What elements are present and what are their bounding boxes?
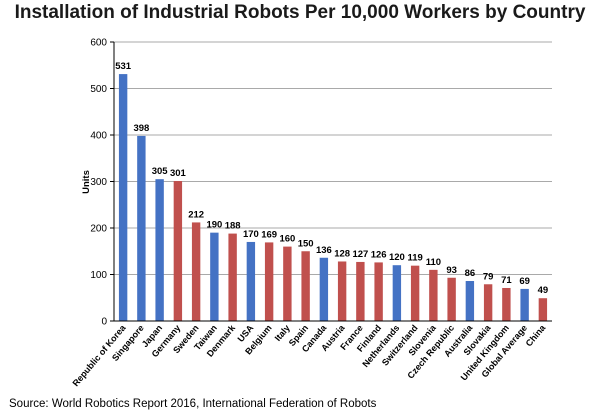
data-label: 86	[465, 268, 476, 279]
bar	[447, 277, 456, 321]
y-axis-ticks: 0 100 200 300 400 500 600	[90, 38, 114, 328]
data-label: 110	[426, 257, 441, 268]
bar	[210, 232, 219, 321]
bar	[319, 257, 329, 321]
data-label: 120	[389, 252, 405, 263]
data-label: 170	[243, 229, 259, 240]
bar	[155, 179, 164, 321]
gridlines	[114, 41, 552, 275]
bar	[356, 261, 365, 321]
y-tick-label: 500	[90, 84, 107, 95]
data-label: 188	[225, 221, 241, 232]
data-label: 69	[519, 276, 530, 287]
bar	[374, 262, 383, 321]
bar	[392, 265, 402, 321]
data-label: 71	[501, 275, 512, 286]
bar	[337, 261, 347, 321]
bar	[520, 288, 529, 321]
bar	[118, 74, 128, 322]
data-label: 150	[298, 238, 314, 249]
y-tick-label: 400	[90, 131, 107, 142]
chart-title: Installation of Industrial Robots Per 10…	[14, 2, 586, 23]
bar	[264, 242, 274, 321]
y-tick-label: 600	[90, 38, 107, 49]
bar	[246, 241, 256, 321]
y-tick-label: 0	[101, 317, 107, 328]
bar	[191, 222, 201, 321]
y-tick-label: 300	[90, 177, 107, 188]
bar	[465, 281, 475, 321]
data-label: 79	[483, 271, 494, 282]
x-tick-label: China	[524, 322, 548, 348]
data-label: 212	[188, 209, 204, 220]
data-label: 305	[152, 166, 169, 177]
y-axis-label: Units	[81, 170, 92, 194]
x-axis-labels: Republic of KoreaSingaporeJapanGermanySw…	[70, 322, 548, 388]
y-tick-label: 100	[90, 270, 107, 281]
bar	[137, 135, 146, 321]
bar	[228, 233, 237, 321]
data-label: 398	[133, 123, 149, 134]
bar	[173, 181, 183, 321]
bar	[483, 284, 493, 321]
bar	[410, 265, 420, 321]
bar	[429, 269, 438, 321]
data-label: 160	[279, 234, 295, 245]
data-label: 301	[170, 168, 187, 179]
bar	[283, 246, 292, 321]
data-label: 127	[352, 249, 368, 260]
bar	[301, 251, 310, 321]
data-label: 136	[316, 245, 332, 256]
bar	[502, 287, 511, 321]
data-label: 531	[115, 61, 132, 72]
data-label: 49	[538, 285, 549, 296]
data-label: 128	[334, 248, 350, 259]
data-label: 126	[371, 249, 387, 260]
data-label: 93	[446, 265, 457, 276]
data-label: 190	[206, 220, 222, 231]
data-label: 169	[261, 229, 277, 240]
bar	[538, 298, 548, 321]
source-note: Source: World Robotics Report 2016, Inte…	[9, 398, 377, 410]
data-label: 119	[407, 253, 422, 264]
bars	[118, 74, 548, 322]
y-tick-label: 200	[90, 224, 107, 235]
